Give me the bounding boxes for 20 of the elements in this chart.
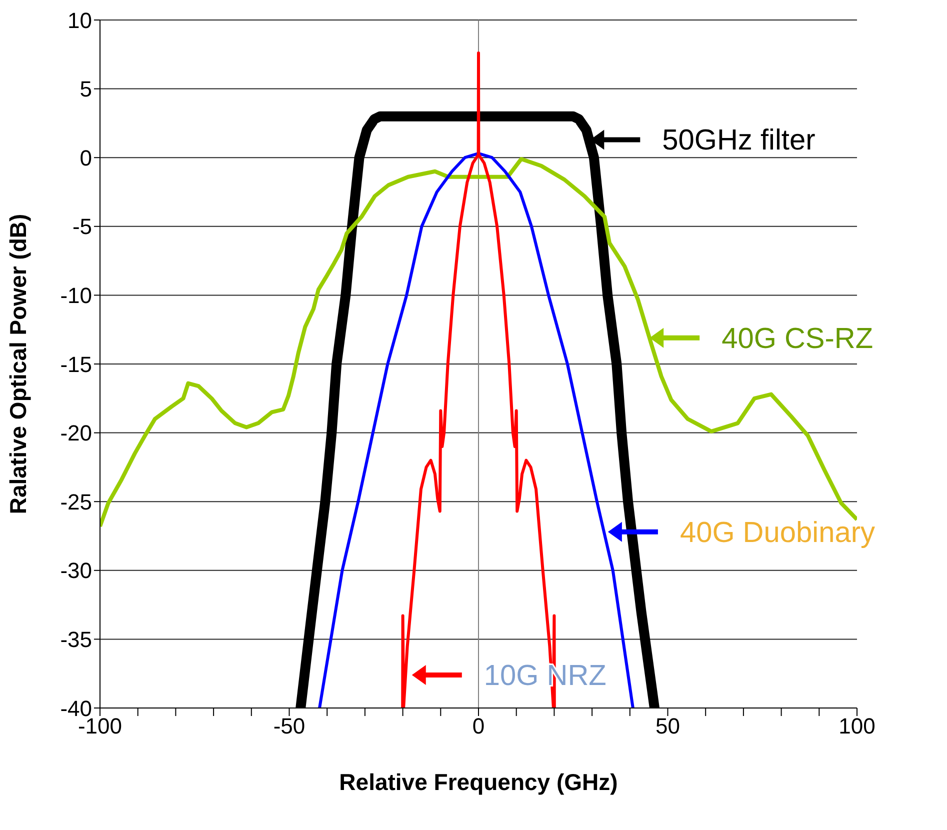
y-tick-label: -10 <box>60 283 92 308</box>
x-tick-label: 50 <box>656 714 680 739</box>
y-axis-title: Ralative Optical Power (dB) <box>5 214 32 514</box>
y-tick-label: -5 <box>72 214 92 240</box>
annotation: 40G CS-RZ <box>722 322 874 355</box>
y-tick-label: -30 <box>60 558 92 584</box>
y-tick-label: 0 <box>80 145 92 170</box>
annotation: 50GHz filter <box>662 124 816 157</box>
line-series <box>318 152 634 708</box>
y-tick-label: -25 <box>60 489 92 514</box>
y-tick-label: 10 <box>68 8 92 33</box>
x-tick-label: 100 <box>838 714 876 739</box>
y-tick-label: -35 <box>60 627 92 652</box>
annotation: 40G Duobinary <box>680 516 876 549</box>
y-tick-label: -15 <box>60 352 92 377</box>
x-tick-label: -50 <box>273 714 306 739</box>
x-tick-label: 0 <box>472 714 485 739</box>
x-axis-title: Relative Frequency (GHz) <box>339 769 618 795</box>
y-tick-label: -20 <box>60 420 92 446</box>
y-tick-label: 5 <box>80 76 92 102</box>
